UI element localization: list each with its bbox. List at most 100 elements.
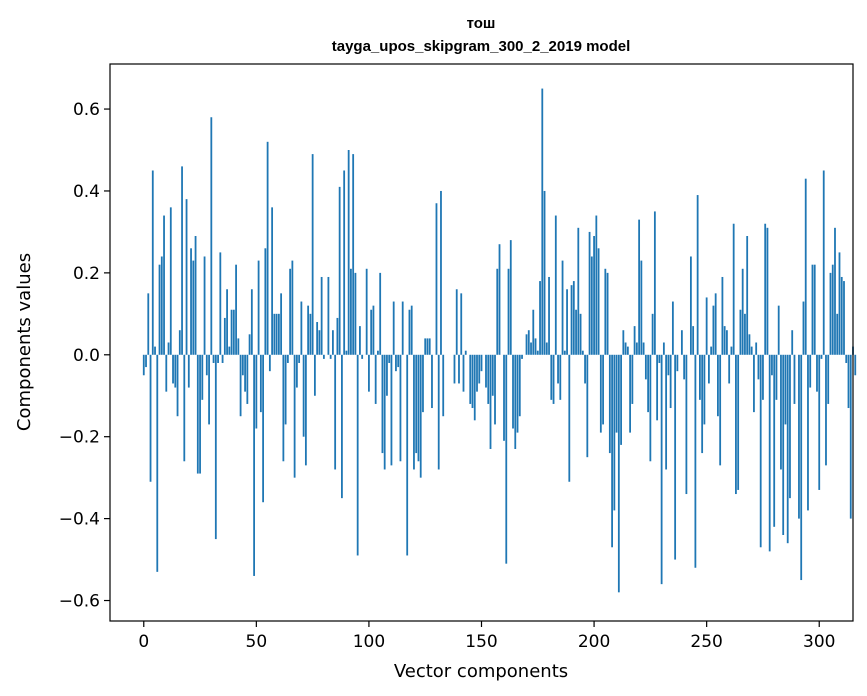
bar-302 (822, 170, 825, 355)
bar-273 (757, 354, 760, 380)
bar-156 (494, 354, 496, 425)
bar-152 (485, 354, 487, 388)
x-tick-label-5: 250 (690, 632, 722, 652)
bar-54 (264, 248, 267, 355)
bar-246 (696, 195, 699, 355)
x-axis-ticks: 0 50 100 150 200 250 300 (138, 621, 835, 652)
bar-208 (611, 354, 613, 548)
bar-229 (658, 354, 661, 363)
bar-168 (521, 354, 523, 359)
bar-17 (181, 166, 183, 355)
bar-279 (771, 354, 773, 376)
bars-group (142, 88, 857, 593)
bar-132 (440, 190, 442, 355)
bar-218 (633, 326, 636, 355)
bar-244 (692, 326, 695, 355)
bar-60 (277, 313, 280, 355)
bar-8 (160, 256, 163, 355)
bar-53 (262, 354, 264, 503)
bar-201 (595, 215, 598, 355)
bar-103 (374, 354, 377, 404)
bar-167 (518, 354, 521, 417)
bar-245 (694, 354, 697, 568)
chart-title: тош (467, 15, 496, 32)
bar-117 (406, 354, 409, 556)
bar-89 (343, 170, 346, 355)
bar-138 (453, 354, 456, 384)
bar-240 (683, 354, 686, 380)
bar-50 (255, 354, 258, 429)
bar-128 (431, 354, 433, 409)
bar-40 (232, 309, 235, 355)
bar-291 (798, 354, 800, 519)
bar-256 (719, 354, 722, 466)
bar-300 (818, 354, 821, 490)
bar-313 (847, 354, 850, 409)
bar-57 (271, 207, 274, 355)
bar-4 (151, 170, 154, 355)
bar-73 (307, 305, 310, 355)
bar-84 (332, 330, 334, 355)
bar-165 (514, 354, 517, 449)
bar-31 (212, 354, 215, 363)
x-tick-label-2: 100 (353, 632, 385, 652)
bar-113 (397, 354, 400, 368)
bar-30 (210, 117, 213, 355)
bar-194 (579, 313, 582, 355)
bar-126 (426, 338, 429, 355)
bar-55 (266, 141, 269, 355)
bar-289 (793, 354, 796, 404)
bar-220 (638, 219, 641, 355)
bar-59 (275, 313, 278, 355)
bar-131 (437, 354, 440, 470)
bar-11 (167, 342, 170, 355)
bar-212 (620, 354, 622, 445)
bar-186 (561, 260, 564, 355)
bar-107 (383, 354, 386, 470)
bar-299 (816, 354, 818, 392)
bar-206 (606, 272, 609, 355)
bar-109 (388, 354, 391, 363)
bar-262 (732, 223, 735, 355)
bar-94 (354, 272, 357, 355)
bar-177 (541, 88, 544, 355)
bar-260 (728, 354, 731, 384)
bar-274 (759, 354, 762, 548)
bar-252 (710, 346, 713, 355)
bar-29 (208, 354, 210, 425)
bar-85 (334, 354, 337, 470)
bar-275 (762, 354, 764, 400)
x-tick-label-3: 150 (465, 632, 497, 652)
bar-125 (424, 338, 427, 355)
bar-172 (530, 342, 532, 355)
bar-247 (699, 354, 701, 400)
bar-146 (471, 354, 474, 409)
bar-311 (843, 281, 845, 355)
bar-161 (505, 354, 508, 564)
bar-202 (597, 248, 600, 355)
bar-253 (712, 305, 715, 355)
bar-197 (586, 354, 589, 458)
bar-74 (309, 313, 312, 355)
bar-108 (386, 354, 388, 396)
bar-296 (809, 354, 812, 388)
y-tick-label-0: −0.6 (59, 592, 100, 612)
plot-frame (109, 63, 854, 622)
bar-195 (581, 350, 584, 355)
bar-2 (147, 293, 150, 355)
bar-301 (820, 354, 823, 359)
bar-298 (813, 264, 816, 355)
x-tick-label-4: 200 (578, 632, 610, 652)
bar-221 (640, 260, 643, 355)
bar-3 (149, 354, 152, 482)
bar-24 (196, 354, 199, 474)
bar-36 (223, 317, 226, 355)
bar-69 (298, 354, 301, 363)
bar-45 (244, 354, 246, 392)
bar-72 (304, 354, 307, 466)
bar-102 (372, 305, 375, 355)
bar-6 (156, 354, 159, 572)
bar-100 (368, 354, 370, 392)
bar-216 (629, 354, 631, 433)
